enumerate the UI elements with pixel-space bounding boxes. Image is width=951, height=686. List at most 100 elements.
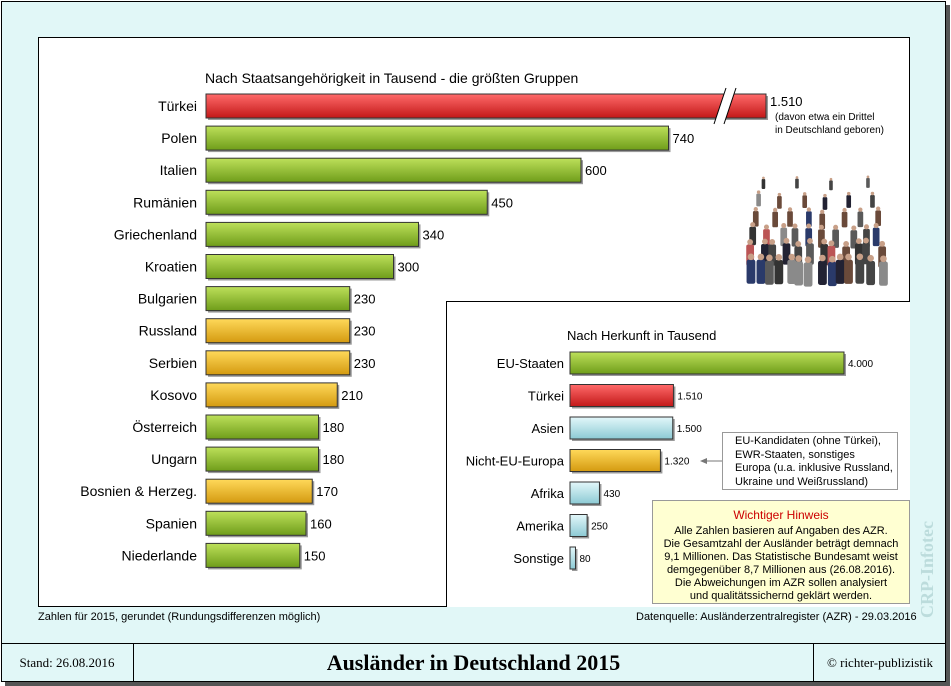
crowd-figure-head bbox=[806, 207, 812, 212]
value-label: 180 bbox=[323, 420, 345, 435]
eu-note-line: Europa (u.a. inklusive Russland, bbox=[735, 462, 893, 474]
bar-7 bbox=[205, 318, 351, 344]
value-label: 210 bbox=[341, 388, 363, 403]
eu-note-line: EU-Kandidaten (ohne Türkei), bbox=[735, 435, 881, 447]
inset-value-label: 1.500 bbox=[677, 424, 702, 435]
crowd-figure-head bbox=[788, 253, 796, 261]
category-label: Rumänien bbox=[133, 194, 197, 210]
annotation-text: in Deutschland geboren) bbox=[775, 125, 884, 136]
crowd-figure-head bbox=[821, 238, 828, 245]
crowd-figure-head bbox=[842, 207, 847, 213]
hint-line: Die Abweichungen im AZR sollen analysier… bbox=[674, 577, 888, 589]
category-label: Kroatien bbox=[145, 259, 197, 275]
inset-category-label: Nicht-EU-Europa bbox=[466, 454, 565, 469]
crowd-figure-head bbox=[763, 224, 769, 230]
crowd-figure-head bbox=[829, 177, 833, 181]
crowd-figure bbox=[764, 260, 774, 285]
crowd-figure-head bbox=[836, 253, 844, 261]
crowd-figure bbox=[746, 259, 756, 284]
copyright: © richter-publizistik bbox=[826, 654, 933, 670]
crowd-figure-head bbox=[843, 241, 850, 247]
bar-12 bbox=[205, 478, 313, 504]
crowd-figure bbox=[866, 260, 876, 286]
bar-13 bbox=[205, 510, 307, 536]
inset-category-label: Amerika bbox=[516, 519, 564, 534]
category-label: Griechenland bbox=[114, 226, 197, 242]
axis-break-gap bbox=[714, 88, 736, 124]
hint-line: 9,1 Millionen. Das Statistische Bundesam… bbox=[664, 551, 898, 563]
crowd-figure-head bbox=[753, 207, 758, 212]
crowd-figure-head bbox=[828, 240, 835, 247]
inset-category-label: EU-Staaten bbox=[497, 356, 564, 371]
watermark: CRP-Infotec bbox=[917, 480, 937, 620]
bar-14 bbox=[205, 542, 301, 568]
inset-category-label: Sonstige bbox=[513, 551, 564, 566]
bar-4 bbox=[205, 221, 419, 247]
inset-bar-1 bbox=[569, 384, 674, 407]
inset-chart-title: Nach Herkunft in Tausend bbox=[567, 328, 717, 343]
crowd-figure bbox=[787, 259, 797, 284]
bar-3 bbox=[205, 189, 488, 215]
category-label: Kosovo bbox=[150, 387, 197, 403]
category-label: Bulgarien bbox=[138, 291, 197, 307]
crowd-figure-head bbox=[819, 254, 826, 262]
footer-separator bbox=[133, 643, 134, 682]
crowd-figure bbox=[857, 211, 864, 228]
watermark-text: CRP-Infotec bbox=[917, 521, 937, 618]
annotation-text: (davon etwa ein Drittel bbox=[775, 112, 875, 123]
crowd-figure-head bbox=[802, 192, 807, 196]
crowd-figure-head bbox=[756, 190, 761, 194]
hint-heading: Wichtiger Hinweis bbox=[733, 508, 829, 522]
category-label: Polen bbox=[161, 130, 197, 146]
eu-note-line: EWR-Staaten, sonstiges bbox=[735, 448, 855, 461]
crowd-figure bbox=[827, 261, 837, 287]
crowd-figure bbox=[772, 211, 779, 228]
crowd-figure-head bbox=[795, 255, 802, 262]
bar-1 bbox=[205, 125, 669, 151]
crowd-figure-head bbox=[866, 175, 870, 179]
crowd-figure-head bbox=[795, 176, 799, 179]
crowd-figure-head bbox=[867, 254, 874, 262]
crowd-figure bbox=[846, 195, 852, 208]
crowd-figure-head bbox=[787, 207, 793, 212]
crowd-figure bbox=[835, 259, 845, 284]
inset-value-label: 250 bbox=[591, 522, 608, 533]
main-chart-title: Nach Staatsangehörigkeit in Tausend - di… bbox=[205, 70, 579, 86]
footnote-right: Datenquelle: Ausländerzentralregister (A… bbox=[636, 611, 917, 623]
bar-5 bbox=[205, 254, 394, 279]
bar-8 bbox=[205, 350, 351, 376]
footnote-left: Zahlen für 2015, gerundet (Rundungsdiffe… bbox=[38, 611, 321, 623]
crowd-figure-head bbox=[769, 238, 776, 245]
crowd-figure bbox=[875, 210, 882, 227]
crowd-figure-head bbox=[762, 176, 765, 180]
inset-value-label: 1.320 bbox=[664, 457, 689, 468]
crowd-figure bbox=[822, 197, 828, 210]
value-label: 230 bbox=[354, 292, 376, 307]
inset-bar-0 bbox=[569, 351, 845, 375]
inset-category-label: Türkei bbox=[528, 389, 564, 404]
value-label: 450 bbox=[491, 195, 513, 210]
crowd-figure-head bbox=[795, 241, 802, 247]
crowd-figure-head bbox=[773, 207, 778, 212]
crowd-figure-head bbox=[870, 191, 875, 196]
crowd-figure-head bbox=[750, 222, 756, 228]
crowd-figure-head bbox=[792, 223, 798, 229]
note-arrow-head bbox=[700, 458, 707, 464]
crowd-figure bbox=[806, 211, 812, 227]
crowd-figure-head bbox=[775, 254, 783, 261]
crowd-figure-head bbox=[820, 209, 825, 214]
hint-box: Wichtiger Hinweis Alle Zahlen basieren a… bbox=[652, 500, 910, 604]
crowd-figure bbox=[777, 196, 782, 209]
hint-line: Alle Zahlen basieren auf Angaben des AZR… bbox=[674, 525, 888, 537]
bar-2 bbox=[205, 157, 582, 183]
crowd-figure-head bbox=[856, 253, 864, 261]
crowd-figure-head bbox=[747, 253, 755, 261]
inset-value-label: 1.510 bbox=[677, 392, 702, 403]
hint-line: und qualitätssichernd geklärt werden. bbox=[689, 590, 873, 602]
category-label: Italien bbox=[160, 162, 197, 178]
value-label: 180 bbox=[323, 452, 345, 467]
crowd-figure-head bbox=[818, 224, 824, 230]
axis-break-line bbox=[723, 87, 737, 125]
page-title: Ausländer in Deutschland 2015 bbox=[326, 649, 621, 675]
crowd-figure bbox=[782, 243, 791, 265]
